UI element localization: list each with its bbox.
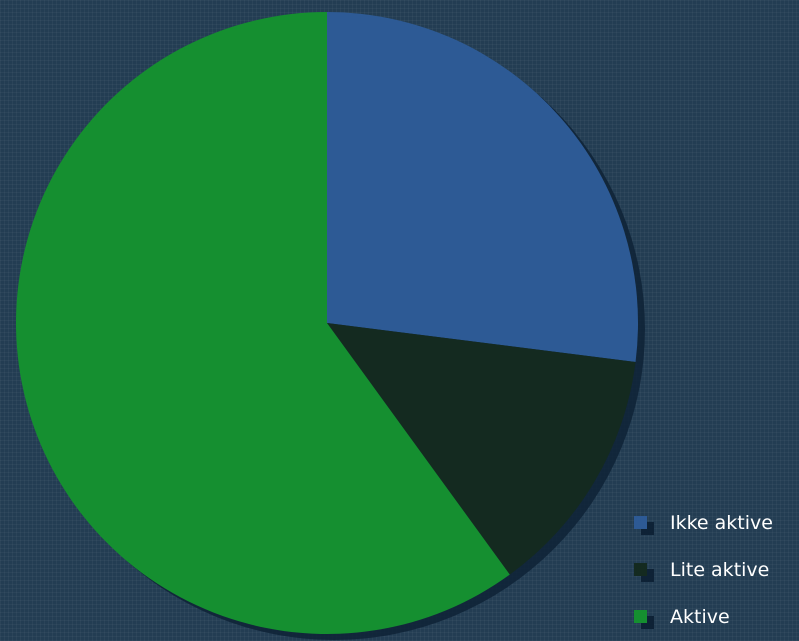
legend-swatch-aktive	[634, 610, 647, 623]
pie-slices	[15, 11, 639, 635]
legend-label-aktive: Aktive	[670, 606, 730, 628]
legend-label-lite-aktive: Lite aktive	[670, 559, 769, 581]
pie-slice-lite-aktive[interactable]	[327, 323, 636, 575]
legend-swatch-lite-aktive	[634, 563, 647, 576]
legend-label-ikke-aktive: Ikke aktive	[670, 512, 773, 534]
pie-slice-ikke-aktive[interactable]	[327, 12, 639, 362]
legend-swatch-ikke-aktive	[634, 516, 647, 529]
pie-slice-aktive[interactable]	[15, 11, 510, 635]
legend: Ikke aktive Lite aktive Aktive	[634, 512, 773, 629]
